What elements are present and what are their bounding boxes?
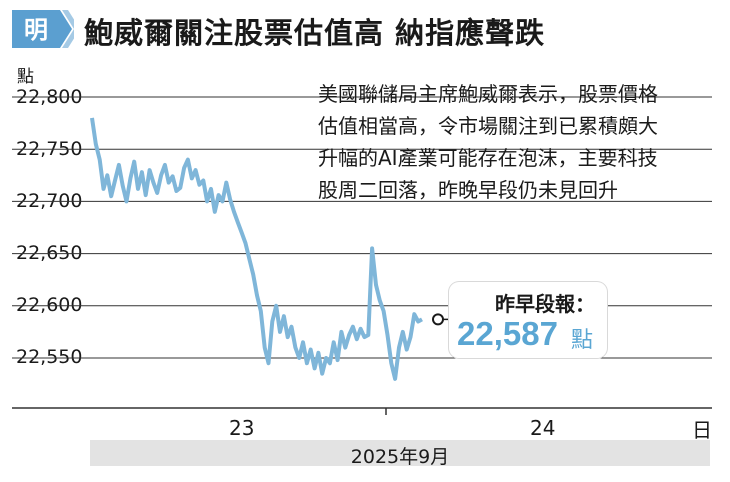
y-axis-unit: 點 bbox=[17, 67, 34, 87]
annotation-line: 股周二回落，昨晚早段仍未見回升 bbox=[318, 178, 618, 202]
series-line bbox=[90, 117, 423, 381]
y-tick-label: 22,600 bbox=[16, 294, 83, 316]
x-axis-unit: 日 bbox=[692, 418, 712, 442]
logo-badge-icon: 明 bbox=[12, 10, 74, 48]
month-label: 2025年9月 bbox=[350, 446, 450, 468]
x-tick-label: 24 bbox=[530, 416, 556, 440]
y-tick-label: 22,550 bbox=[16, 346, 83, 368]
logo-text: 明 bbox=[24, 16, 48, 44]
last-value: 22,587 bbox=[457, 315, 558, 352]
last-value-unit: 點 bbox=[571, 328, 594, 353]
last-value-callout: 昨早段報： 22,587 點 bbox=[449, 282, 607, 358]
annotation-line: 美國聯儲局主席鮑威爾表示，股票價格 bbox=[318, 82, 658, 106]
y-tick-label: 22,650 bbox=[16, 242, 83, 264]
x-tick-label: 23 bbox=[229, 416, 255, 440]
chart-header: 明 鮑威爾關注股票估值高 納指應聲跌 bbox=[0, 0, 730, 58]
annotation-line: 升幅的AI產業可能存在泡沫，主要科技 bbox=[318, 146, 658, 170]
last-value-marker bbox=[432, 313, 444, 326]
last-value-label: 昨早段報： bbox=[495, 292, 595, 316]
month-bar: 2025年9月 bbox=[90, 440, 710, 468]
chart-title: 鮑威爾關注股票估值高 納指應聲跌 bbox=[84, 16, 546, 50]
annotation-text: 美國聯儲局主席鮑威爾表示，股票價格 估值相當高，令市場關注到已累積頗大 升幅的A… bbox=[318, 78, 710, 206]
annotation-line: 估值相當高，令市場關注到已累積頗大 bbox=[318, 114, 658, 138]
